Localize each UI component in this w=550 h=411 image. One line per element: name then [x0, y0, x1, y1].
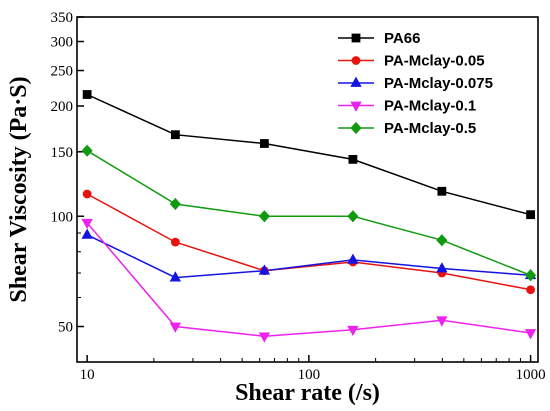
data-point-0-5 [526, 210, 535, 220]
data-point-4-4 [436, 234, 448, 247]
series-line-1 [86, 193, 531, 291]
data-point-2-3 [347, 253, 359, 264]
legend-marker-2 [350, 76, 362, 87]
legend-marker-3 [350, 101, 362, 112]
legend-label-3: PA-Mclay-0.1 [384, 98, 476, 115]
legend-label-1: PA-Mclay-0.05 [384, 53, 485, 70]
legend: PA66 PA-Mclay-0.05 PA-Mclay-0.075 PA-Mclay-… [338, 30, 493, 137]
data-point-0-3 [348, 154, 358, 164]
y-axis-title: Shear Viscosity (Pa·S) [6, 76, 32, 302]
series-line-0 [86, 93, 531, 216]
data-point-3-1 [169, 322, 182, 333]
data-point-0-1 [170, 130, 180, 140]
series-lines [86, 93, 531, 338]
data-point-2-2 [258, 264, 271, 275]
data-point-4-5 [525, 269, 537, 282]
legend-label-4: PA-Mclay-0.5 [384, 120, 476, 137]
data-point-1-1 [170, 237, 180, 247]
data-point-4-2 [258, 210, 270, 223]
y-tick-label: 350 [51, 10, 74, 26]
data-point-3-4 [436, 316, 448, 327]
axes: 10 100 1000 50 100 150 200 250 300 350 [51, 10, 546, 383]
data-point-4-3 [347, 210, 359, 223]
data-point-1-0 [82, 189, 92, 199]
legend-marker-1 [351, 56, 361, 65]
y-tick-label: 250 [51, 64, 74, 80]
series-line-3 [86, 222, 531, 338]
data-point-3-0 [81, 218, 93, 230]
data-point-3-5 [524, 329, 537, 340]
data-point-4-1 [169, 197, 181, 211]
data-point-2-1 [169, 271, 182, 282]
legend-marker-0 [351, 33, 361, 43]
series-line-2 [86, 234, 531, 279]
y-tick-label: 50 [58, 320, 73, 336]
plot-frame [76, 16, 539, 363]
series-markers [81, 90, 537, 343]
y-tick-label: 300 [51, 35, 74, 51]
data-point-3-2 [258, 332, 271, 343]
data-point-2-0 [81, 228, 93, 239]
data-point-1-5 [526, 285, 535, 295]
legend-label-2: PA-Mclay-0.075 [384, 75, 493, 92]
y-tick-label: 100 [51, 209, 74, 225]
legend-label-0: PA66 [384, 30, 420, 47]
x-tick-label: 100 [298, 367, 321, 383]
data-point-0-2 [259, 139, 269, 148]
data-point-0-4 [437, 186, 447, 196]
legend-marker-4 [350, 121, 362, 135]
data-point-2-4 [436, 262, 448, 273]
data-point-3-3 [347, 325, 359, 337]
x-tick-label: 10 [80, 367, 95, 383]
series-line-4 [86, 150, 531, 276]
x-tick-label: 1000 [516, 367, 546, 383]
data-point-0-0 [82, 90, 92, 99]
data-point-4-0 [81, 144, 93, 157]
y-tick-label: 150 [51, 145, 74, 161]
y-tick-label: 200 [51, 99, 74, 115]
x-axis-title: Shear rate (/s) [235, 380, 380, 406]
